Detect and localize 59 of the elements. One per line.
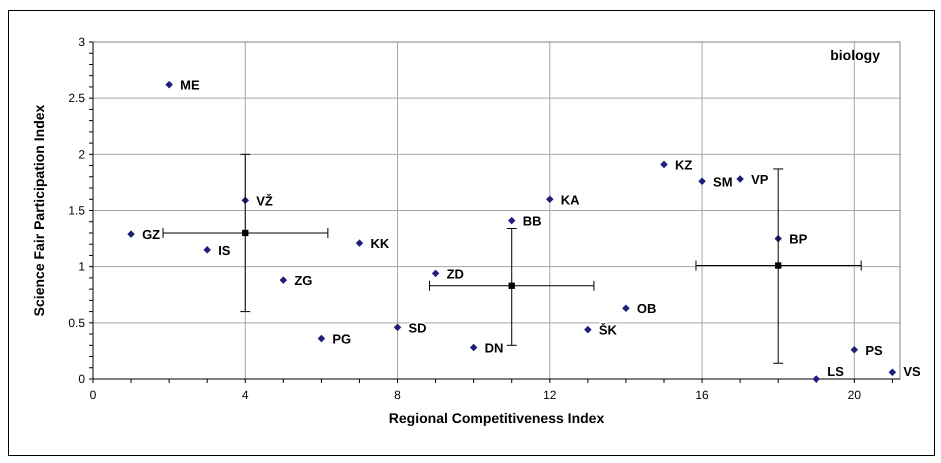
point [127, 230, 135, 238]
annotation: LS [827, 364, 844, 379]
annotation: BB [522, 214, 542, 229]
annotation: DN [484, 340, 504, 356]
annotation: KZ [674, 157, 692, 172]
annotation: ZD [446, 266, 464, 282]
point [165, 80, 173, 88]
annotation: SM [713, 174, 733, 190]
annotation: PG [332, 332, 352, 347]
point [470, 344, 478, 352]
y-axis-title: Science Fair Participation Index [31, 104, 47, 316]
annotation: ME [180, 78, 200, 93]
y-tick-label: 1.5 [68, 204, 86, 218]
annotation: BP [789, 232, 808, 247]
y-tick-label: 0 [78, 372, 86, 386]
point [546, 196, 554, 204]
point [242, 230, 248, 236]
annotation: ZG [294, 273, 312, 288]
annotation: PS [865, 342, 883, 358]
point [812, 375, 820, 383]
annotation: SD [408, 320, 427, 336]
annotation: VS [903, 364, 922, 379]
point [280, 276, 288, 284]
y-tick-label: 0.5 [68, 316, 86, 330]
point [508, 216, 516, 224]
annotation: GZ [142, 227, 160, 242]
point [508, 282, 515, 289]
y-tick-label: 3 [78, 35, 86, 49]
point [622, 304, 630, 312]
annotation: VP [751, 172, 769, 188]
point [775, 262, 782, 269]
x-tick-label: 0 [90, 388, 97, 402]
annotation: OB [636, 301, 656, 316]
x-tick-label: 16 [695, 388, 710, 402]
point [432, 270, 440, 278]
point [394, 324, 402, 332]
point [660, 160, 668, 168]
point [356, 239, 364, 247]
point [698, 178, 706, 186]
x-tick-label: 8 [394, 388, 402, 402]
point [584, 326, 592, 334]
y-tick-label: 2 [78, 147, 86, 162]
x-tick-label: 20 [848, 388, 862, 402]
annotation: IS [218, 242, 231, 258]
y-tick-label: 1 [78, 260, 86, 274]
point [888, 368, 896, 376]
x-tick-label: 12 [543, 388, 557, 402]
point [318, 334, 326, 342]
chart-title: biology [830, 47, 880, 63]
annotation: KK [370, 236, 390, 252]
annotation: ŠK [598, 322, 618, 338]
x-tick-label: 4 [242, 388, 249, 402]
point [850, 346, 858, 354]
y-tick-label: 2.5 [68, 91, 86, 106]
point [736, 175, 744, 183]
annotation: VŽ [256, 193, 273, 208]
x-axis-title: Regional Competitiveness Index [388, 410, 604, 426]
point [203, 246, 211, 254]
annotation: KA [560, 192, 580, 208]
